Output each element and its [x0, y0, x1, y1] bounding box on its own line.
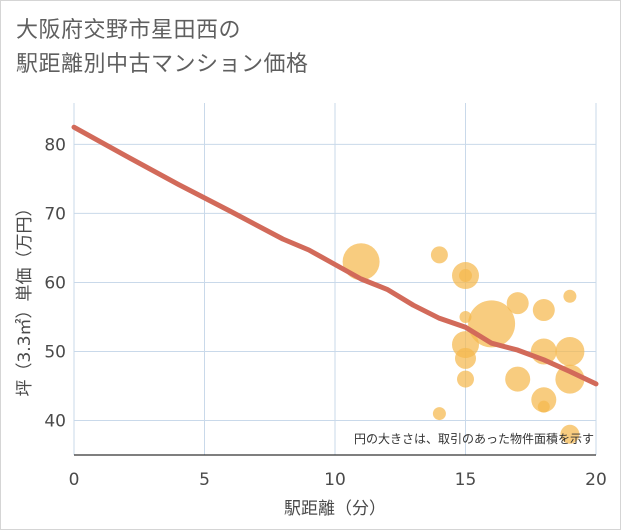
bubble-point: [432, 407, 446, 421]
bubble-point: [505, 366, 531, 392]
bubble-point: [342, 243, 380, 281]
bubble-point: [532, 299, 555, 322]
x-tick-label: 20: [585, 470, 607, 490]
y-tick-label: 40: [44, 411, 66, 431]
bubble-point: [506, 292, 529, 315]
bubble-point: [555, 364, 585, 394]
y-tick-labels: 40 50 60 70 80: [44, 135, 66, 431]
bubble-layer: [342, 243, 585, 444]
x-tick-label: 10: [324, 470, 346, 490]
bubble-point: [455, 347, 476, 369]
x-tick-label: 0: [69, 470, 80, 490]
x-tick-label: 15: [455, 470, 477, 490]
grid: [73, 103, 597, 456]
bubble-point: [555, 336, 585, 366]
bubble-point: [531, 387, 557, 413]
y-tick-label: 60: [44, 273, 66, 293]
bubble-point: [430, 246, 448, 264]
bubble-point: [537, 400, 550, 413]
bubble-point: [560, 424, 580, 444]
chart-title-line-2: 駅距離別中古マンション価格: [16, 52, 309, 77]
y-tick-label: 50: [44, 342, 66, 362]
x-tick-labels: 0 5 10 15 20: [69, 470, 607, 490]
chart-title: 大阪府交野市星田西の 駅距離別中古マンション価格: [16, 14, 309, 82]
y-tick-label: 80: [44, 135, 66, 155]
x-axis-label: 駅距離（分）: [284, 499, 386, 519]
bubble-point: [563, 289, 577, 303]
trend-line: [71, 124, 599, 387]
bubble-point: [457, 370, 474, 388]
chart-title-line-1: 大阪府交野市星田西の: [16, 18, 242, 43]
y-tick-label: 70: [44, 204, 66, 224]
x-tick-label: 5: [199, 470, 210, 490]
size-annotation: 円の大きさは、取引のあった物件面積を示す: [354, 431, 594, 446]
y-axis-label: 坪（3.3㎡）単価（万円）: [15, 199, 35, 396]
bubble-point: [459, 269, 472, 283]
